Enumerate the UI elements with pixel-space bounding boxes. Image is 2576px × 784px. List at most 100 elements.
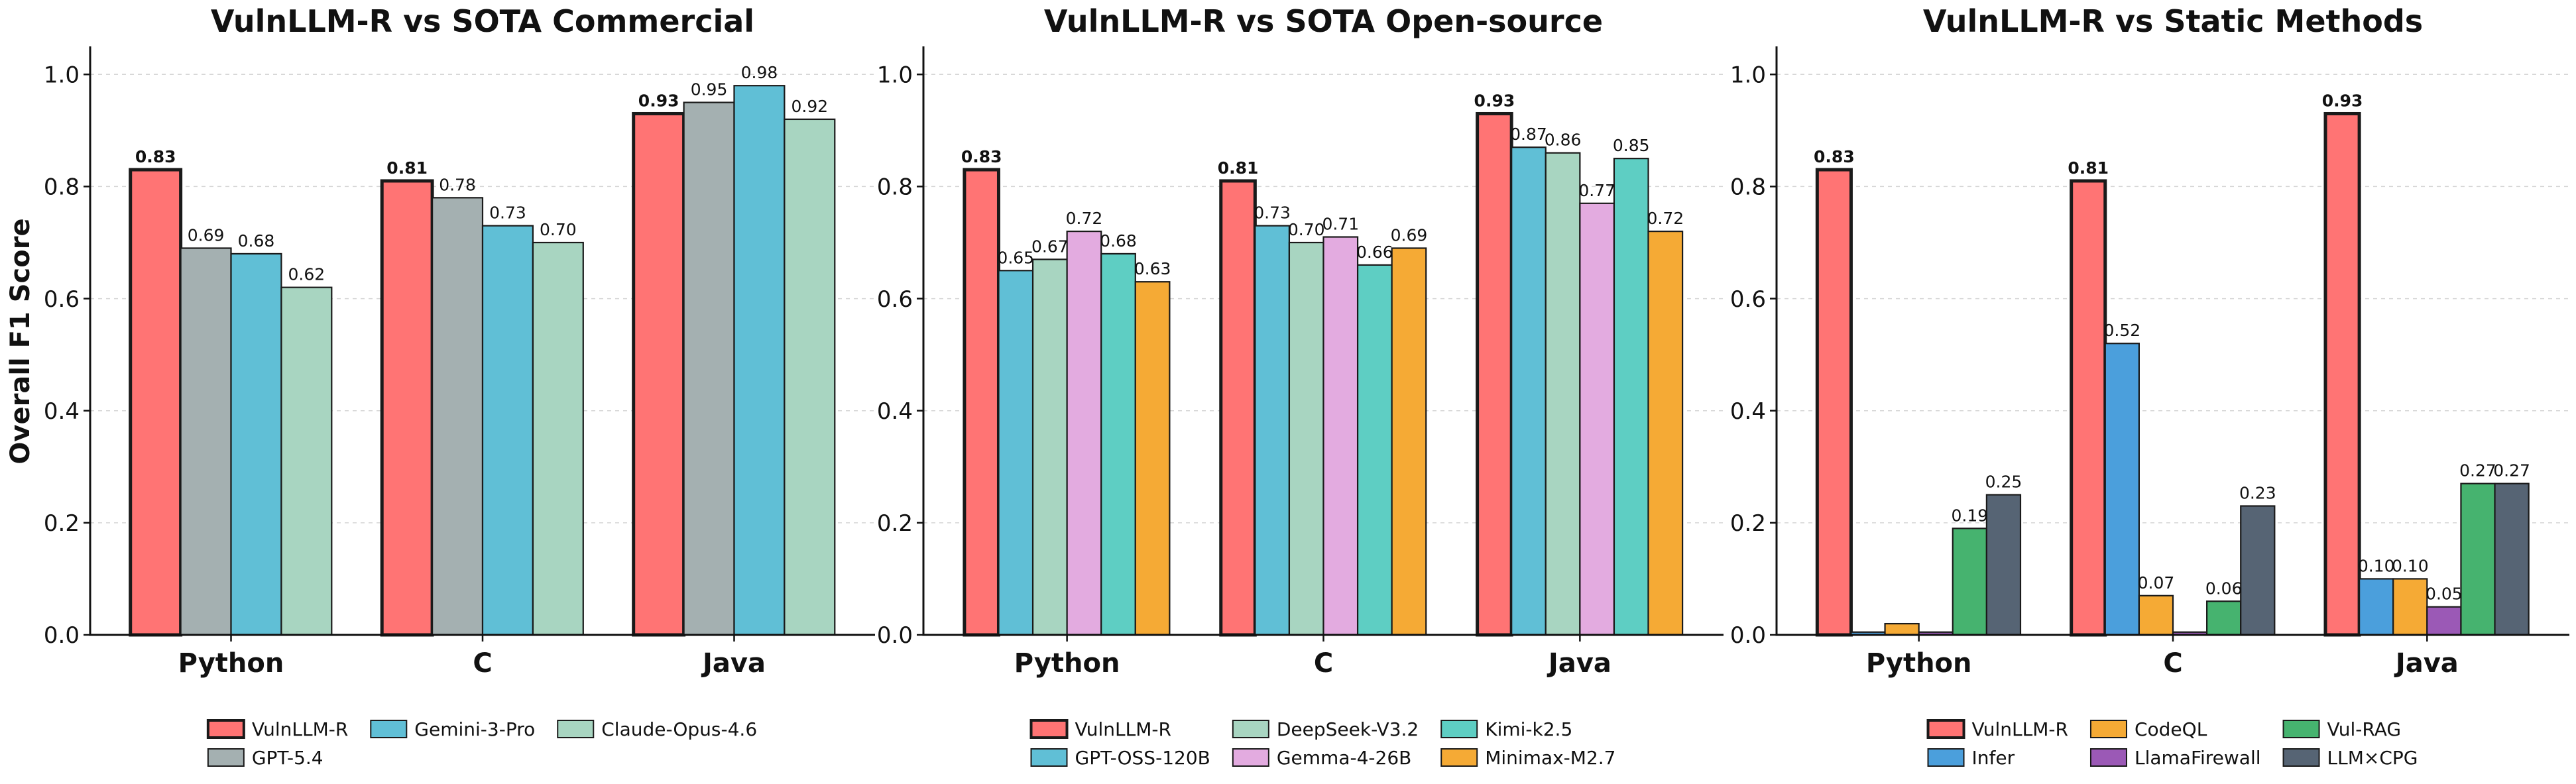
bar-label-gpt-5-4-python: 0.69 (188, 225, 225, 245)
bar-minimax-m2-7-java (1647, 230, 1684, 636)
legend-label: VulnLLM-R (1075, 718, 1171, 740)
x-tick-label-c: C (2163, 648, 2182, 679)
bar-claude-opus-4-6-java (784, 118, 836, 636)
y-tick-label: 0.8 (44, 174, 80, 201)
legend-item-claude-opus-4-6: Claude-Opus-4.6 (557, 718, 757, 740)
legend-label: DeepSeek-V3.2 (1277, 718, 1419, 740)
y-tick-label: 0.8 (1730, 174, 1766, 201)
bar-label-vulnllm-r-python: 0.83 (961, 147, 1002, 166)
legend-item-deepseek-v3-2: DeepSeek-V3.2 (1232, 718, 1419, 740)
legend-item-llamafirewall: LlamaFirewall (2089, 747, 2261, 769)
bar-vulnllm-r-java (2323, 111, 2361, 637)
bar-value-labels: 0.83 0.81 0.93 0.69 0.78 0.95 0.68 0.73 0.98 0.62… (135, 63, 828, 284)
bar-label-vulnllm-r-python: 0.83 (1814, 147, 1855, 166)
x-tick-label-c: C (473, 648, 492, 679)
bar-deepseek-v3-2-python (1031, 258, 1068, 636)
legend-swatch (2089, 748, 2127, 767)
bar-label-gemma-4-26b-c: 0.71 (1322, 215, 1359, 234)
legend: VulnLLM-R DeepSeek-V3.2 Kimi-k2.5 GPT-OSS-1… (1029, 718, 1615, 769)
legend-label: CodeQL (2135, 718, 2207, 740)
legend-label: Infer (1972, 747, 2015, 769)
bar-vulnllm-r-java (1476, 111, 1513, 637)
bar-label-claude-opus-4-6-java: 0.92 (791, 97, 828, 116)
legend-item-llm-cpg: LLM×CPG (2282, 747, 2418, 769)
bar-label-deepseek-v3-2-python: 0.67 (1031, 237, 1069, 256)
bar-label-kimi-k2-5-python: 0.68 (1100, 231, 1137, 251)
legend-swatch (557, 720, 595, 738)
legend-item-gpt-5-4: GPT-5.4 (207, 747, 323, 769)
bar-minimax-m2-7-python (1134, 281, 1171, 636)
bar-codeql-java (2392, 578, 2428, 636)
bar-vul-rag-python (1952, 528, 1987, 636)
legend-label: VulnLLM-R (252, 718, 348, 740)
bar-label-infer-c: 0.52 (2103, 321, 2140, 340)
bar-label-gemini-3-pro-java: 0.98 (741, 63, 778, 82)
legend-label: LLM×CPG (2327, 747, 2418, 769)
series-vulnllm-r (963, 111, 1513, 637)
bar-vul-rag-java (2460, 482, 2496, 636)
bar-label-vulnllm-r-java: 0.93 (1474, 91, 1515, 110)
bar-vulnllm-r-c (380, 179, 434, 637)
bar-gpt-oss-120b-python (998, 270, 1034, 636)
bar-label-gpt-oss-120b-c: 0.73 (1254, 203, 1291, 223)
bar-label-codeql-java: 0.10 (2392, 556, 2429, 575)
bar-deepseek-v3-2-c (1288, 241, 1324, 636)
bar-codeql-c (2138, 594, 2174, 636)
bar-label-vul-rag-java: 0.27 (2459, 461, 2496, 480)
y-tick-label: 0.0 (877, 622, 913, 649)
legend-item-vulnllm-r: VulnLLM-R (1029, 718, 1171, 740)
bar-vulnllm-r-c (2070, 179, 2107, 637)
bar-codeql-python (1884, 622, 1920, 636)
bar-deepseek-v3-2-java (1545, 152, 1581, 636)
y-tick-label: 0.2 (1730, 510, 1766, 537)
bar-label-gpt-5-4-c: 0.78 (439, 175, 476, 194)
bar-label-vul-rag-c: 0.06 (2205, 579, 2243, 598)
legend-item-gemini-3-pro: Gemini-3-Pro (370, 718, 535, 740)
bar-label-vulnllm-r-c: 0.81 (1218, 158, 1259, 178)
legend-label: Gemini-3-Pro (414, 718, 535, 740)
bar-vulnllm-r-c (1219, 179, 1257, 637)
chart-title: VulnLLM-R vs SOTA Commercial (211, 3, 754, 39)
bar-label-minimax-m2-7-c: 0.69 (1391, 225, 1428, 245)
legend-label: Vul-RAG (2327, 718, 2402, 740)
legend-swatch (2089, 720, 2127, 738)
y-tick-label: 1.0 (877, 62, 913, 89)
y-tick-label: 1.0 (1730, 62, 1766, 89)
y-tick-label: 0.4 (44, 398, 80, 425)
bar-label-deepseek-v3-2-c: 0.70 (1288, 220, 1325, 239)
legend-item-gemma-4-26b: Gemma-4-26B (1232, 747, 1411, 769)
x-tick-label-c: C (1314, 648, 1333, 679)
bar-kimi-k2-5-python (1100, 252, 1136, 636)
bar-label-llm-cpg-c: 0.23 (2239, 483, 2276, 502)
bar-label-vulnllm-r-c: 0.81 (386, 158, 428, 178)
bar-label-gemini-3-pro-python: 0.68 (238, 231, 275, 251)
legend-item-vulnllm-r: VulnLLM-R (206, 718, 348, 740)
legend-swatch (206, 719, 245, 739)
bar-label-vul-rag-python: 0.19 (1951, 506, 1988, 525)
y-tick-label: 0.6 (877, 286, 913, 313)
bar-vul-rag-c (2206, 600, 2242, 636)
x-tick-label-java: Java (1547, 648, 1611, 679)
legend-swatch (1440, 748, 1478, 767)
legend-label: VulnLLM-R (1972, 718, 2068, 740)
x-tick-label-java: Java (701, 648, 766, 679)
x-tick-label-java: Java (2394, 648, 2459, 679)
bar-vulnllm-r-python (963, 168, 1000, 637)
bar-vulnllm-r-java (632, 111, 686, 637)
series-gemini-3-pro (230, 85, 786, 636)
bar-gpt-5-4-python (180, 247, 232, 636)
bar-label-llm-cpg-java: 0.27 (2493, 461, 2530, 480)
bar-llm-cpg-java (2494, 482, 2530, 636)
bar-gemma-4-26b-java (1579, 202, 1615, 636)
bar-label-vulnllm-r-java: 0.93 (638, 91, 679, 110)
bar-label-llm-cpg-python: 0.25 (1985, 473, 2022, 492)
series-gpt-oss-120b (998, 146, 1547, 636)
y-tick-label: 0.6 (1730, 286, 1766, 313)
bar-label-kimi-k2-5-java: 0.85 (1613, 136, 1650, 155)
bar-llm-cpg-c (2240, 505, 2276, 636)
bar-label-claude-opus-4-6-c: 0.70 (540, 220, 577, 239)
x-tick-label-python: Python (1014, 648, 1120, 679)
bar-label-minimax-m2-7-java: 0.72 (1647, 209, 1684, 228)
chart-panel-static-methods: VulnLLM-R vs Static Methods 0.0 0.2 0.4 0.6 0… (1730, 3, 2569, 769)
bar-infer-java (2359, 578, 2394, 636)
